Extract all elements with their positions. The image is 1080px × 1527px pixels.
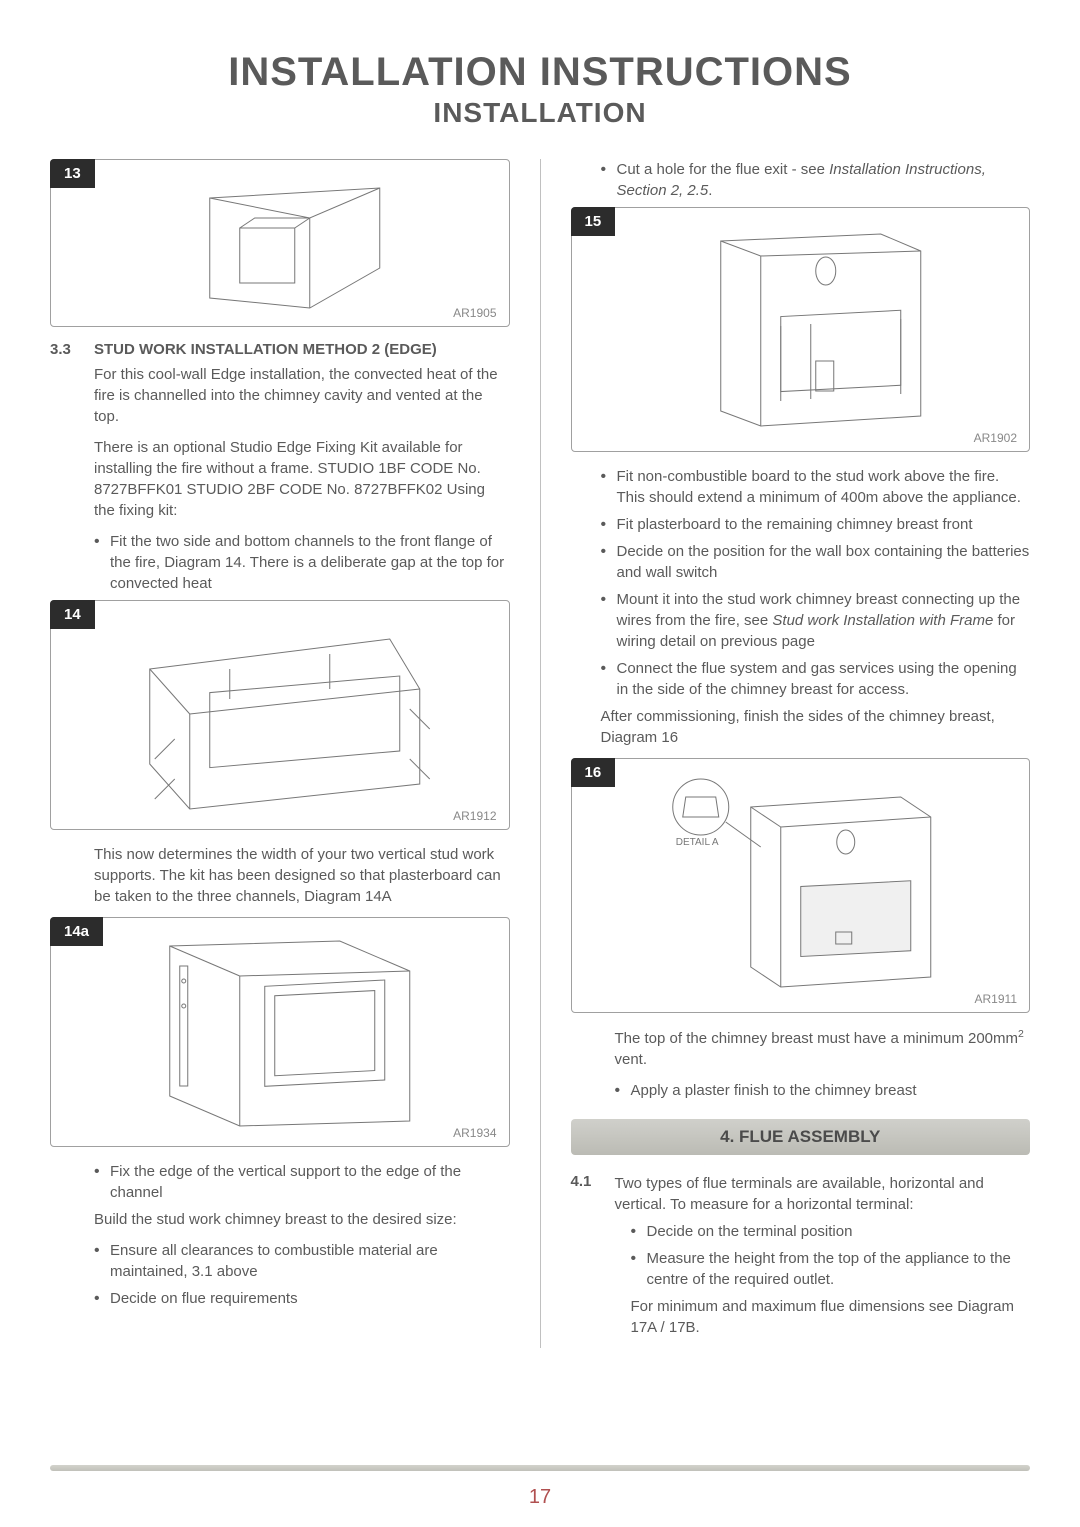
section-4-1-bullet-1: Decide on the terminal position [631, 1221, 1031, 1242]
figure-16-caption: AR1911 [975, 992, 1017, 1006]
section-3-3-bullet-1: Fit the two side and bottom channels to … [94, 531, 510, 594]
figure-15-illustration [580, 216, 1022, 441]
bullet-cut-hole-post: . [708, 182, 712, 199]
bullet-noncombustible: Fit non-combustible board to the stud wo… [601, 466, 1031, 508]
figure-14a-caption: AR1934 [453, 1126, 496, 1140]
bullet-ensure-clearances: Ensure all clearances to combustible mat… [94, 1240, 510, 1282]
figure-14a: 14a AR1934 [50, 917, 510, 1147]
bullet-plasterboard: Fit plasterboard to the remaining chimne… [601, 514, 1031, 535]
figure-14: 14 AR1912 [50, 600, 510, 830]
figure-14-caption: AR1912 [453, 809, 496, 823]
left-column: 13 AR1905 3.3 STUD WORK INSTALLATION MET… [50, 159, 510, 1348]
bullet-cut-hole-pre: Cut a hole for the flue exit - see [617, 161, 830, 178]
figure-15-label: 15 [571, 207, 616, 236]
figure-15: 15 AR1902 [571, 207, 1031, 452]
section-4-1-row: 4.1 Two types of flue terminals are avai… [571, 1173, 1031, 1215]
page-sub-title: INSTALLATION [50, 97, 1030, 129]
bottom-rule [50, 1465, 1030, 1471]
figure-15-caption: AR1902 [974, 431, 1017, 445]
p-top-chimney-pre: The top of the chimney breast must have … [615, 1030, 1019, 1047]
section-3-3-p2: There is an optional Studio Edge Fixing … [94, 437, 510, 521]
section-3-3-heading: STUD WORK INSTALLATION METHOD 2 (EDGE) [94, 341, 437, 358]
figure-13-label: 13 [50, 159, 95, 188]
section-4-1-p1: Two types of flue terminals are availabl… [615, 1173, 1031, 1215]
bullet-apply-plaster: Apply a plaster finish to the chimney br… [615, 1080, 1031, 1101]
page-main-title: INSTALLATION INSTRUCTIONS [50, 50, 1030, 95]
bullet-decide-flue: Decide on flue requirements [94, 1288, 510, 1309]
bullet-connect-flue: Connect the flue system and gas services… [601, 658, 1031, 700]
p-after-fig14: This now determines the width of your tw… [94, 844, 510, 907]
bullet-decide-position: Decide on the position for the wall box … [601, 541, 1031, 583]
figure-16-label: 16 [571, 758, 616, 787]
figure-14a-illustration [59, 926, 501, 1136]
figure-13-illustration [59, 168, 501, 318]
p-top-chimney-post: vent. [615, 1051, 648, 1068]
p-after-commissioning: After commissioning, finish the sides of… [601, 706, 1031, 748]
figure-16: 16 DETAIL A AR1911 [571, 758, 1031, 1013]
bullet-mount-italic: Stud work Installation with Frame [772, 612, 993, 629]
column-divider [540, 159, 541, 1348]
bullet-cut-hole: Cut a hole for the flue exit - see Insta… [601, 159, 1031, 201]
figure-13: 13 AR1905 [50, 159, 510, 327]
section-4-1-number: 4.1 [571, 1173, 603, 1215]
p-top-chimney-sup: 2 [1018, 1028, 1024, 1040]
p-top-chimney: The top of the chimney breast must have … [615, 1027, 1031, 1070]
content-columns: 13 AR1905 3.3 STUD WORK INSTALLATION MET… [50, 159, 1030, 1348]
bullet-mount: Mount it into the stud work chimney brea… [601, 589, 1031, 652]
section-3-3-p1: For this cool-wall Edge installation, th… [94, 364, 510, 427]
section-4-1-bullet-2: Measure the height from the top of the a… [631, 1248, 1031, 1290]
figure-14-illustration [59, 609, 501, 819]
right-column: Cut a hole for the flue exit - see Insta… [571, 159, 1031, 1348]
p-build-studwork: Build the stud work chimney breast to th… [94, 1209, 510, 1230]
bullet-fix-edge: Fix the edge of the vertical support to … [94, 1161, 510, 1203]
section-3-3-row: 3.3 STUD WORK INSTALLATION METHOD 2 (EDG… [50, 341, 510, 358]
figure-16-illustration: DETAIL A [580, 767, 1022, 1002]
section-3-3-number: 3.3 [50, 341, 82, 358]
figure-14a-label: 14a [50, 917, 103, 946]
figure-13-caption: AR1905 [453, 306, 496, 320]
svg-text:DETAIL A: DETAIL A [675, 837, 718, 848]
page-number: 17 [0, 1486, 1080, 1509]
figure-14-label: 14 [50, 600, 95, 629]
section-4-1-p2: For minimum and maximum flue dimensions … [631, 1296, 1031, 1338]
section-4-band: 4. FLUE ASSEMBLY [571, 1119, 1031, 1155]
